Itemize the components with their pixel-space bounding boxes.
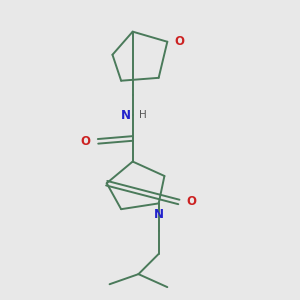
Text: O: O [186, 196, 196, 208]
Text: N: N [154, 208, 164, 221]
Text: O: O [175, 35, 184, 48]
Text: H: H [139, 110, 147, 120]
Text: O: O [81, 135, 91, 148]
Text: N: N [121, 109, 131, 122]
